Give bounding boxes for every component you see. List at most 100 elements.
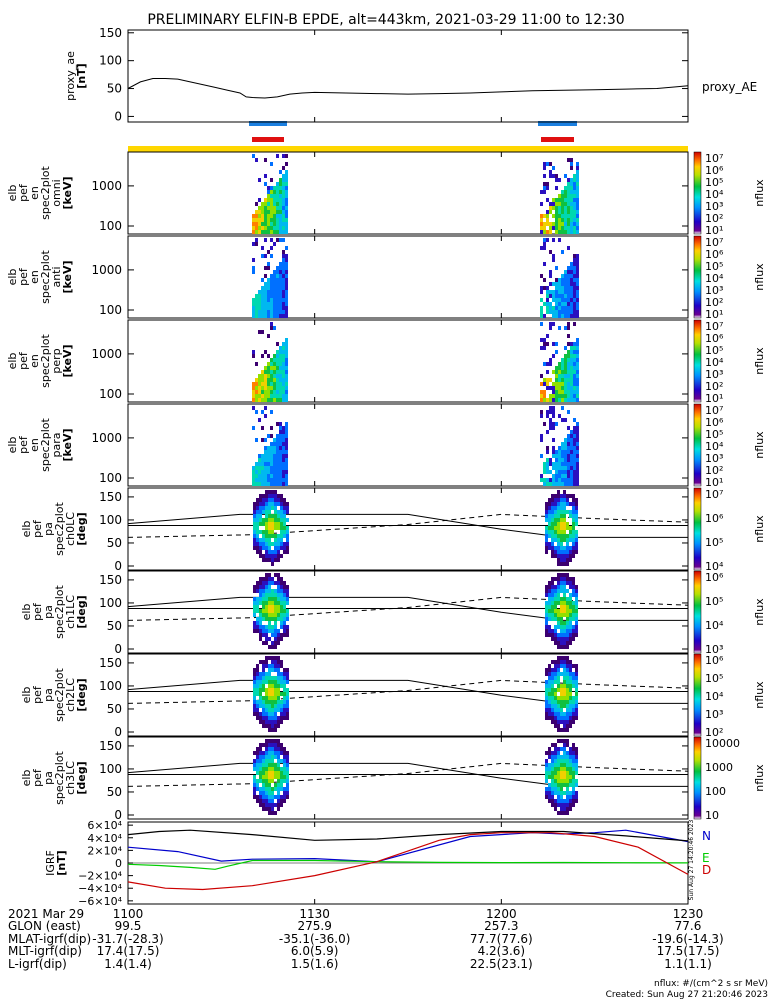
spectrogram-cell [561, 478, 564, 482]
pa-cell [268, 712, 271, 716]
pa-cell [569, 534, 572, 538]
spectrogram-cell [270, 238, 273, 242]
pa-cell [271, 526, 274, 530]
pa-cell [560, 692, 563, 696]
pa-cell [277, 597, 280, 601]
pa-cell [274, 629, 277, 633]
pa-cell [563, 775, 566, 779]
spectrogram-cell [558, 474, 561, 478]
spectrogram-cell [540, 274, 543, 278]
pa-cell [259, 791, 262, 795]
panel8-ylabel: pef [31, 768, 44, 787]
pa-cell [563, 522, 566, 526]
panel2-ylabel: en [28, 270, 41, 284]
spectrogram-cell [285, 266, 288, 270]
pa-cell [256, 680, 259, 684]
pa-cell [560, 716, 563, 720]
pa-cell [560, 755, 563, 759]
spectrogram-cell [267, 306, 270, 310]
spectrogram-cell [267, 278, 270, 282]
pa-cell [265, 506, 268, 510]
pa-cell [575, 771, 578, 775]
ephemeris-value: 22.5(23.1) [470, 957, 533, 971]
pa-cell [271, 625, 274, 629]
pa-cell [548, 581, 551, 585]
spectrogram-cell [270, 398, 273, 402]
pa-cell [280, 498, 283, 502]
pa-cell [277, 664, 280, 668]
pa-cell [560, 720, 563, 724]
pa-cell [569, 593, 572, 597]
spectrogram-cell [279, 286, 282, 290]
panel7-ytick: 100 [99, 679, 122, 693]
panel5-loss-cone-line [127, 513, 688, 538]
spectrogram-cell [276, 462, 279, 466]
pa-cell [265, 755, 268, 759]
pa-cell [280, 589, 283, 593]
spectrogram-cell [576, 310, 579, 314]
pa-cell [277, 676, 280, 680]
pa-cell [277, 688, 280, 692]
spectrogram-cell [285, 342, 288, 346]
spectrogram-cell [570, 350, 573, 354]
spectrogram-cell [276, 274, 279, 278]
spectrogram-cell [567, 454, 570, 458]
pa-cell [277, 763, 280, 767]
spectrogram-cell [576, 170, 579, 174]
spectrogram-cell [576, 338, 579, 342]
spectrogram-cell [273, 242, 276, 246]
pa-cell [566, 688, 569, 692]
pa-cell [268, 672, 271, 676]
spectrogram-cell [276, 210, 279, 214]
colorbar-3-tick: 10² [705, 380, 723, 393]
pa-cell [551, 700, 554, 704]
pa-cell [551, 581, 554, 585]
pa-cell [566, 795, 569, 799]
pa-cell [554, 676, 557, 680]
spectrogram-cell [258, 482, 261, 486]
pa-cell [253, 759, 256, 763]
spectrogram-cell [576, 174, 579, 178]
spectrogram-cell [270, 162, 273, 166]
pa-cell [551, 660, 554, 664]
spectrogram-cell [264, 314, 267, 318]
spectrogram-cell [258, 222, 261, 226]
spectrogram-cell [261, 438, 264, 442]
spectrogram-cell [576, 426, 579, 430]
pa-cell [286, 601, 289, 605]
spectrogram-cell [561, 202, 564, 206]
pa-cell [271, 664, 274, 668]
spectrogram-cell [273, 278, 276, 282]
pa-cell [283, 712, 286, 716]
pa-cell [280, 577, 283, 581]
spectrogram-cell [555, 230, 558, 234]
pa-cell [566, 676, 569, 680]
panel4-ytick: 100 [99, 471, 122, 485]
pa-cell [286, 617, 289, 621]
pa-cell [256, 747, 259, 751]
spectrogram-cell [564, 466, 567, 470]
pa-cell [548, 791, 551, 795]
pa-cell [265, 664, 268, 668]
pa-cell [575, 538, 578, 542]
spectrogram-cell [561, 394, 564, 398]
panel3-ylabel: [keV] [61, 344, 74, 377]
spectrogram-cell [264, 470, 267, 474]
pa-cell [271, 613, 274, 617]
spectrogram-cell [273, 378, 276, 382]
pa-cell [259, 625, 262, 629]
spectrogram-cell [261, 478, 264, 482]
spectrogram-cell [558, 458, 561, 462]
spectrogram-cell [561, 306, 564, 310]
spectrogram-cell [261, 382, 264, 386]
pa-cell [262, 510, 265, 514]
spectrogram-cell [282, 462, 285, 466]
spectrogram-cell [546, 294, 549, 298]
pa-cell [277, 720, 280, 724]
pa-cell [545, 538, 548, 542]
panel1-ytick: 100 [99, 219, 122, 233]
spectrogram-cell [552, 422, 555, 426]
pa-cell [268, 696, 271, 700]
pa-cell [560, 550, 563, 554]
colorbar-1 [693, 151, 702, 235]
